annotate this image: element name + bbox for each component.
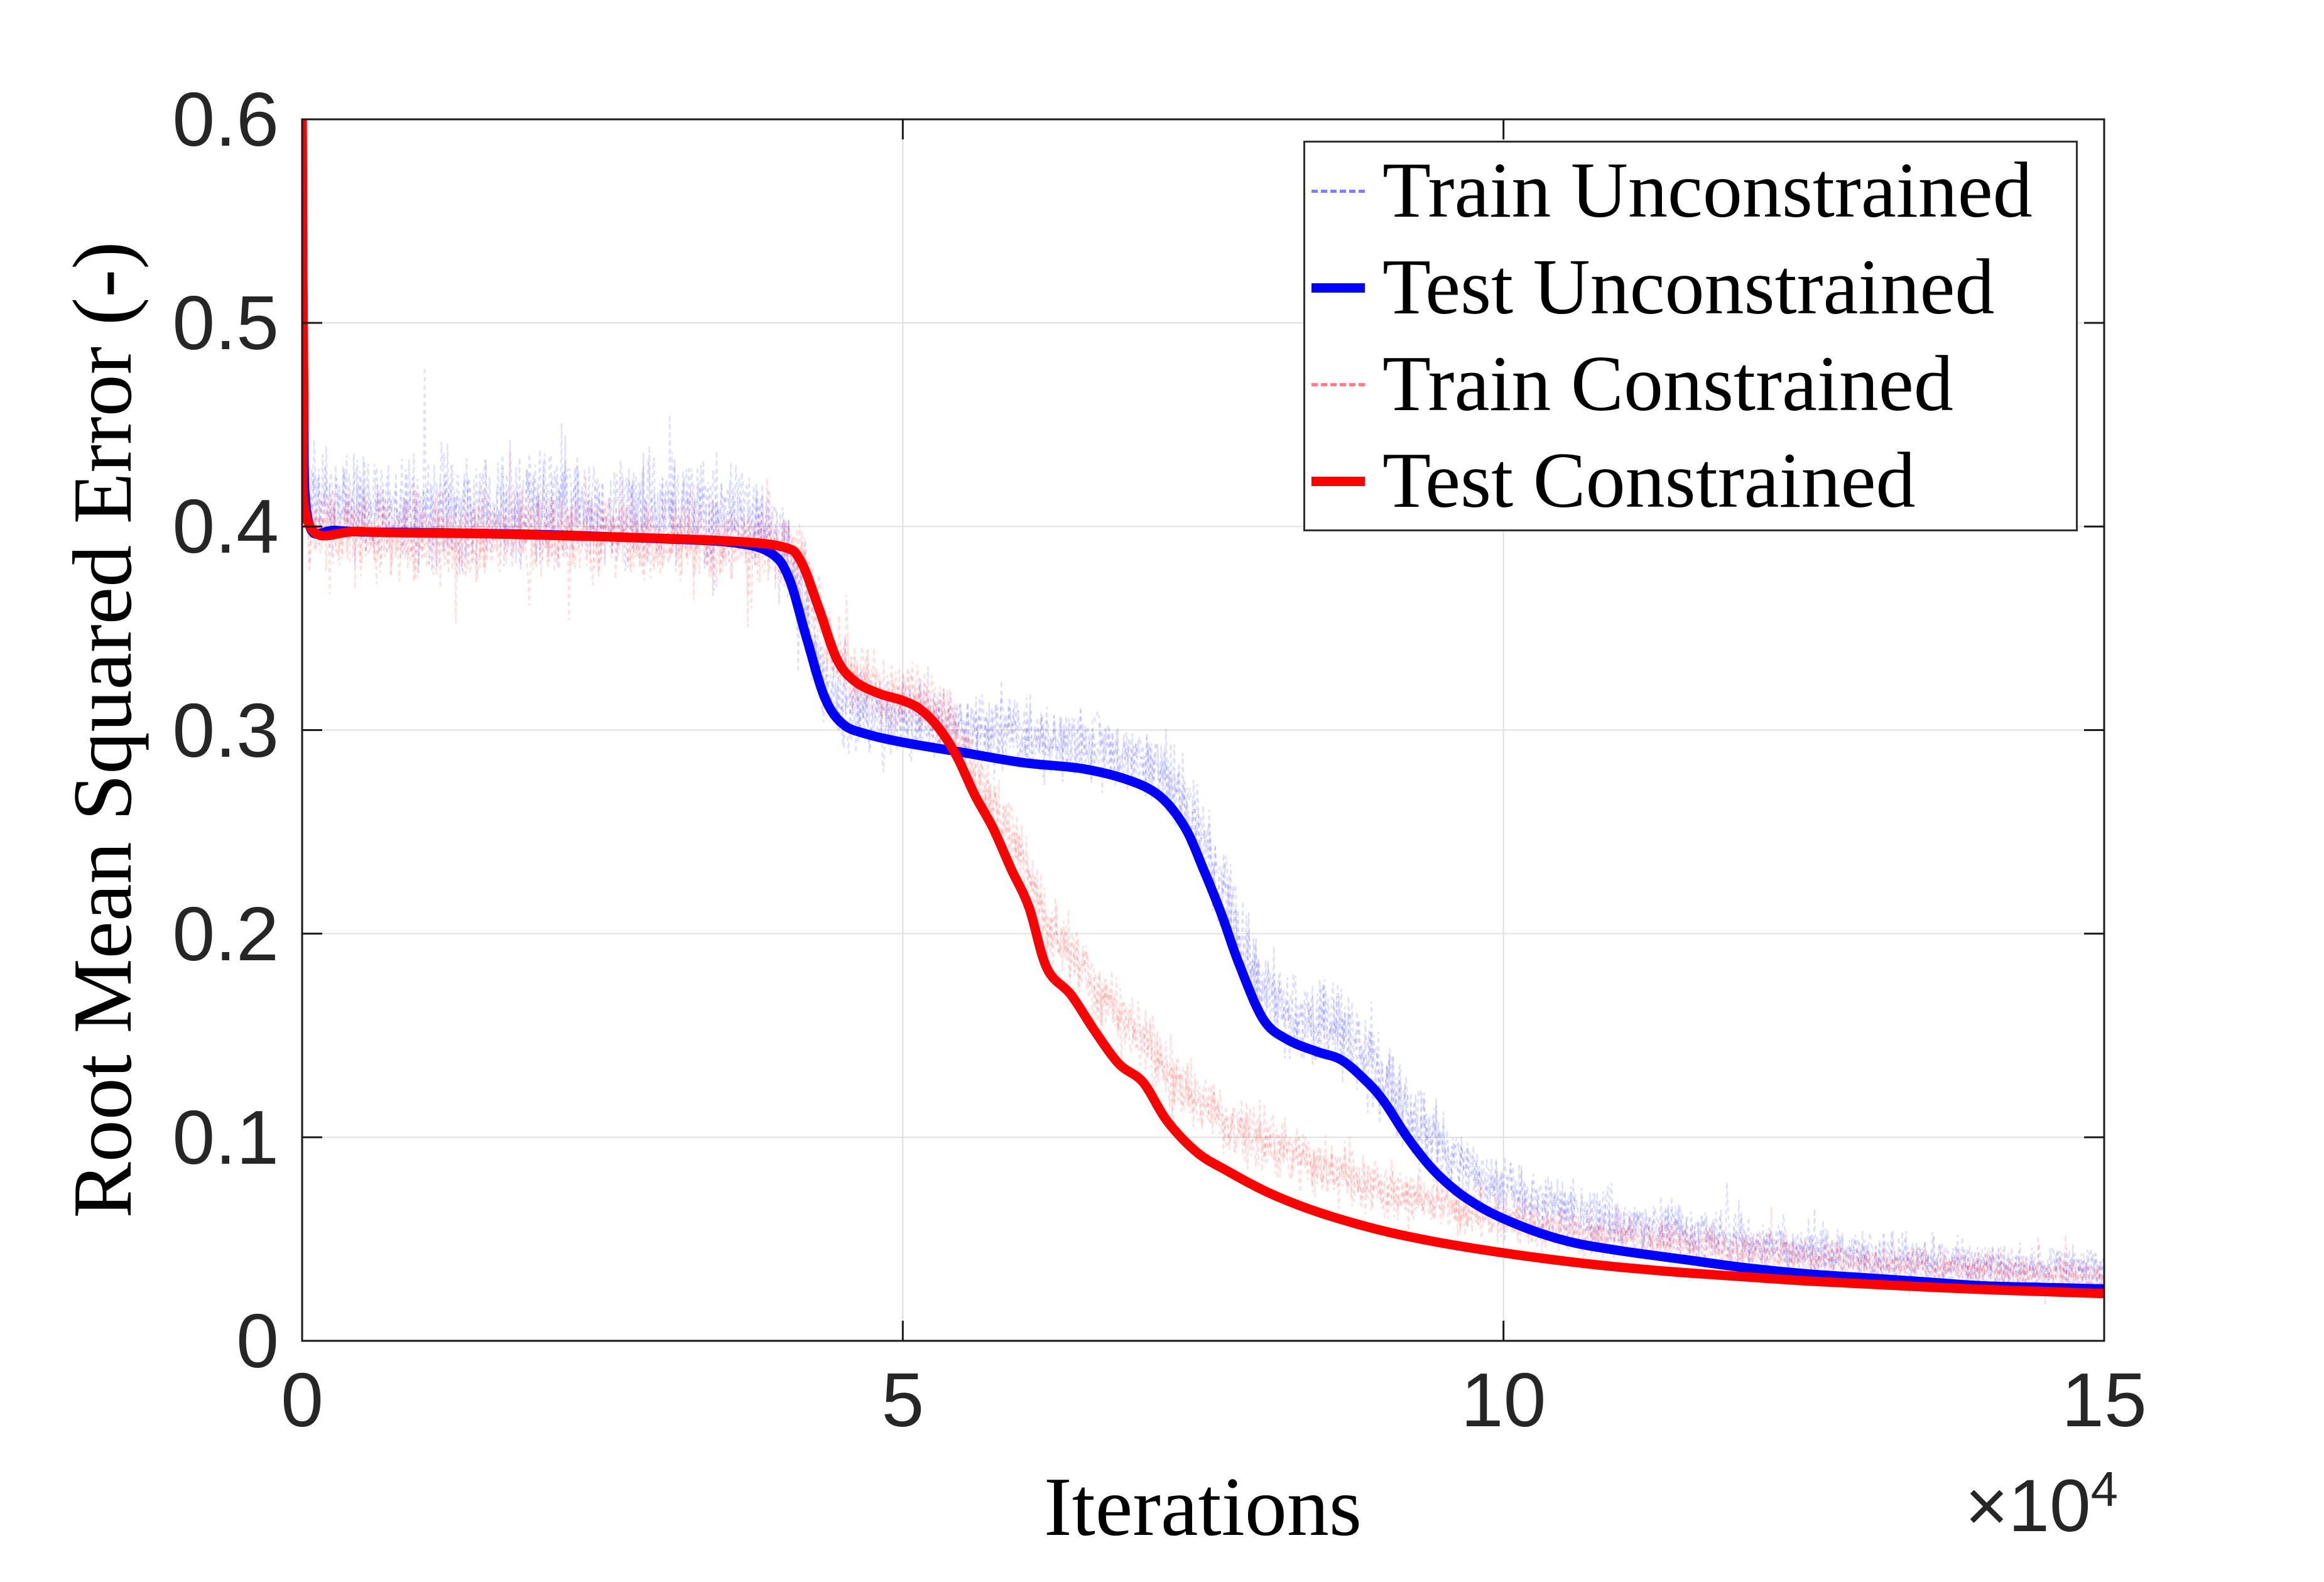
- x-axis-exponent-label: ×104: [1965, 1463, 2118, 1549]
- legend-box: Train Unconstrained Test Unconstrained Tra…: [1303, 141, 2078, 531]
- x-tick-label-0: 0: [281, 1357, 323, 1443]
- y-tick-label-0.3: 0.3: [172, 687, 279, 773]
- legend-label: Train Constrained: [1382, 340, 1953, 428]
- y-tick-label-0.1: 0.1: [172, 1094, 279, 1180]
- y-tick-label-0.2: 0.2: [172, 891, 279, 977]
- x-tick-label-10: 10: [1460, 1357, 1546, 1443]
- y-tick-label-0.5: 0.5: [172, 280, 279, 366]
- exponent-power: 4: [2090, 1461, 2118, 1517]
- x-tick-label-15: 15: [2061, 1357, 2147, 1443]
- legend-line-swatch: [1311, 283, 1365, 293]
- legend-line-swatch: [1311, 476, 1365, 486]
- exponent-base: ×10: [1965, 1465, 2091, 1547]
- legend-entry-test-constrained: Test Constrained: [1305, 437, 2076, 525]
- legend-label: Test Constrained: [1382, 437, 1916, 524]
- legend-label: Train Unconstrained: [1382, 147, 2033, 234]
- x-tick-label-5: 5: [881, 1357, 925, 1443]
- legend-entry-train-constrained: Train Constrained: [1305, 340, 2076, 428]
- legend-line-swatch: [1311, 189, 1365, 193]
- legend-label: Test Unconstrained: [1382, 244, 1995, 331]
- y-tick-label-0.4: 0.4: [172, 484, 279, 570]
- y-tick-label-0: 0: [236, 1298, 279, 1384]
- legend-entry-test-unconstrained: Test Unconstrained: [1305, 244, 2076, 332]
- y-tick-label-0.6: 0.6: [172, 77, 279, 162]
- x-axis-label: Iterations: [1043, 1460, 1362, 1553]
- legend-line-swatch: [1311, 382, 1365, 386]
- legend-entry-train-unconstrained: Train Unconstrained: [1305, 147, 2076, 235]
